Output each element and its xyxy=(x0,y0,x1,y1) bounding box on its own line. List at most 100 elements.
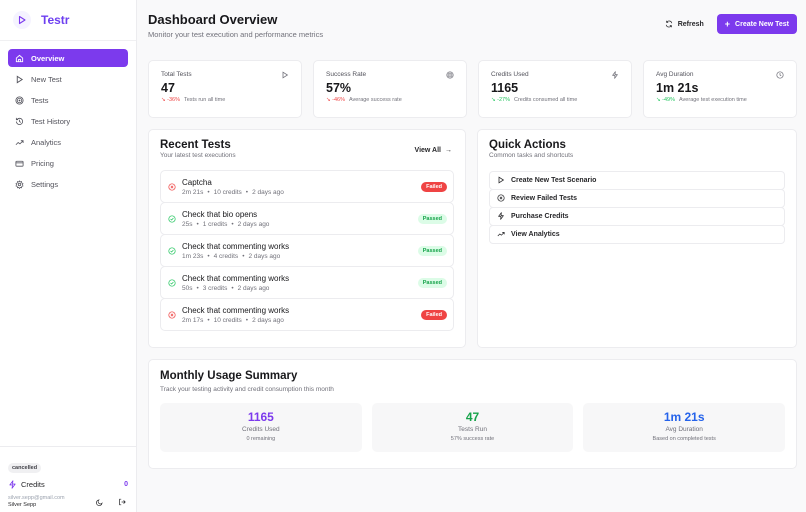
play-logo-icon xyxy=(13,11,31,29)
stat-label: Success Rate xyxy=(326,71,367,78)
recent-tests-title: Recent Tests xyxy=(160,139,231,151)
monthly-card-avg-duration: 1m 21s Avg Duration Based on completed t… xyxy=(583,403,786,452)
stat-value: 1165 xyxy=(491,81,519,95)
gear-icon xyxy=(14,179,24,189)
test-name: Check that commenting works xyxy=(182,273,290,283)
sidebar-item-tests[interactable]: Tests xyxy=(8,91,128,109)
stat-value: 1m 21s xyxy=(656,81,699,95)
stat-footer: ↘ -36% Tests run all time xyxy=(161,97,289,103)
status-badge-failed: Failed xyxy=(421,309,447,320)
test-meta: 50s • 3 credits • 2 days ago xyxy=(182,284,270,292)
status-badge-passed: Passed xyxy=(417,277,447,288)
test-name: Captcha xyxy=(182,177,212,187)
sidebar-footer: cancelled Credits 0 silver.sepp@gmail.co… xyxy=(0,446,136,512)
test-name: Check that commenting works xyxy=(182,241,290,251)
test-row[interactable]: Check that bio opens 25s • 1 credits • 2 day… xyxy=(160,202,454,235)
test-name: Check that commenting works xyxy=(182,305,290,315)
quick-actions-subtitle: Common tasks and shortcuts xyxy=(489,152,574,159)
test-row[interactable]: Captcha 2m 21s • 10 credits • 2 days ago Fai… xyxy=(160,170,454,203)
create-new-test-label: Create New Test xyxy=(735,20,789,28)
sidebar-item-new-test[interactable]: New Test xyxy=(8,70,128,88)
monthly-value: 47 xyxy=(465,410,480,424)
main-content: Dashboard Overview Monitor your test exe… xyxy=(137,0,806,512)
sidebar-item-pricing[interactable]: Pricing xyxy=(8,154,128,172)
zap-icon xyxy=(497,212,506,221)
stat-footer: ↘ -46% Average success rate xyxy=(326,97,454,103)
logout-icon[interactable] xyxy=(116,496,128,508)
sidebar-item-settings[interactable]: Settings xyxy=(8,175,128,193)
trending-up-icon xyxy=(14,137,24,147)
middle-row: Recent Tests Your latest test executions… xyxy=(148,129,797,348)
monthly-card-credits: 1165 Credits Used 0 remaining xyxy=(160,403,362,452)
view-analytics-button[interactable]: View Analytics xyxy=(489,225,785,244)
monthly-sub: 57% success rate xyxy=(450,436,495,442)
credits-row[interactable]: Credits 0 xyxy=(8,480,128,489)
status-badge-failed: Failed xyxy=(421,181,447,192)
monthly-value: 1m 21s xyxy=(663,410,705,424)
test-meta: 25s • 1 credits • 2 days ago xyxy=(182,220,270,228)
action-label: Create New Test Scenario xyxy=(511,177,597,184)
test-meta: 2m 17s • 10 credits • 2 days ago xyxy=(182,316,284,324)
sidebar-item-overview[interactable]: Overview xyxy=(8,49,128,67)
sidebar-item-label: Settings xyxy=(31,179,59,189)
brand[interactable]: Testr xyxy=(0,0,136,41)
create-test-scenario-button[interactable]: Create New Test Scenario xyxy=(489,171,785,190)
user-row: silver.sepp@gmail.com Silver Sepp xyxy=(8,495,128,508)
zap-icon xyxy=(611,71,620,80)
page-header: Dashboard Overview Monitor your test exe… xyxy=(148,10,797,54)
action-label: View Analytics xyxy=(511,231,560,238)
plan-status-badge: cancelled xyxy=(8,463,42,473)
check-circle-icon xyxy=(168,214,176,223)
trending-up-icon xyxy=(497,230,506,239)
stat-footer: ↘ -27% Credits consumed all time xyxy=(491,97,619,103)
user-name: Silver Sepp xyxy=(8,502,37,508)
play-icon xyxy=(281,71,290,80)
theme-toggle-moon-icon[interactable] xyxy=(94,496,106,508)
view-all-button[interactable]: View All → xyxy=(415,147,452,154)
trend-down-indicator: ↘ -46% xyxy=(326,97,345,103)
monthly-usage-subtitle: Track your testing activity and credit c… xyxy=(160,386,334,393)
create-new-test-button[interactable]: + Create New Test xyxy=(716,14,797,34)
x-circle-icon xyxy=(168,310,176,319)
stat-card-credits-used: Credits Used 1165 ↘ -27% Credits consume… xyxy=(478,60,632,118)
monthly-value: 1165 xyxy=(247,410,274,424)
refresh-label: Refresh xyxy=(677,20,704,28)
stat-label: Avg Duration xyxy=(656,71,694,78)
sidebar-item-test-history[interactable]: Test History xyxy=(8,112,128,130)
history-icon xyxy=(14,116,24,126)
stat-card-total-tests: Total Tests 47 ↘ -36% Tests run all time xyxy=(148,60,302,118)
monthly-sub: 0 remaining xyxy=(246,436,276,442)
monthly-label: Avg Duration xyxy=(665,426,703,433)
test-row[interactable]: Check that commenting works 2m 17s • 10 cr… xyxy=(160,298,454,331)
sidebar: Testr Overview New Test Tests Test Histo… xyxy=(0,0,137,512)
sidebar-item-label: Tests xyxy=(31,95,49,105)
stat-value: 47 xyxy=(161,81,175,95)
test-row[interactable]: Check that commenting works 1m 23s • 4 cre… xyxy=(160,234,454,267)
sidebar-item-label: Test History xyxy=(31,116,71,126)
trend-indicator: ↘ -27% xyxy=(491,97,510,103)
test-row[interactable]: Check that commenting works 50s • 3 credit… xyxy=(160,266,454,299)
zap-icon xyxy=(8,480,17,489)
sidebar-item-label: Analytics xyxy=(31,137,62,147)
stat-label: Total Tests xyxy=(161,71,192,78)
status-badge-passed: Passed xyxy=(417,213,447,224)
sidebar-item-analytics[interactable]: Analytics xyxy=(8,133,128,151)
recent-tests-panel: Recent Tests Your latest test executions… xyxy=(148,129,466,348)
monthly-sub: Based on completed tests xyxy=(652,436,716,442)
sidebar-item-label: Overview xyxy=(31,53,65,63)
header-actions: Refresh + Create New Test xyxy=(665,14,797,34)
home-icon xyxy=(14,53,24,63)
clock-icon xyxy=(776,71,785,80)
quick-actions-list: Create New Test Scenario Review Failed T… xyxy=(489,171,785,244)
target-icon xyxy=(14,95,24,105)
play-icon xyxy=(497,176,506,185)
check-circle-icon xyxy=(168,246,176,255)
review-failed-tests-button[interactable]: Review Failed Tests xyxy=(489,189,785,208)
purchase-credits-button[interactable]: Purchase Credits xyxy=(489,207,785,226)
monthly-usage-title: Monthly Usage Summary xyxy=(160,370,298,382)
monthly-usage-grid: 1165 Credits Used 0 remaining 47 Tests R… xyxy=(160,403,786,452)
stat-description: Average success rate xyxy=(348,97,402,103)
plus-icon: + xyxy=(724,19,731,29)
action-label: Purchase Credits xyxy=(511,213,569,220)
refresh-button[interactable]: Refresh xyxy=(665,20,704,28)
